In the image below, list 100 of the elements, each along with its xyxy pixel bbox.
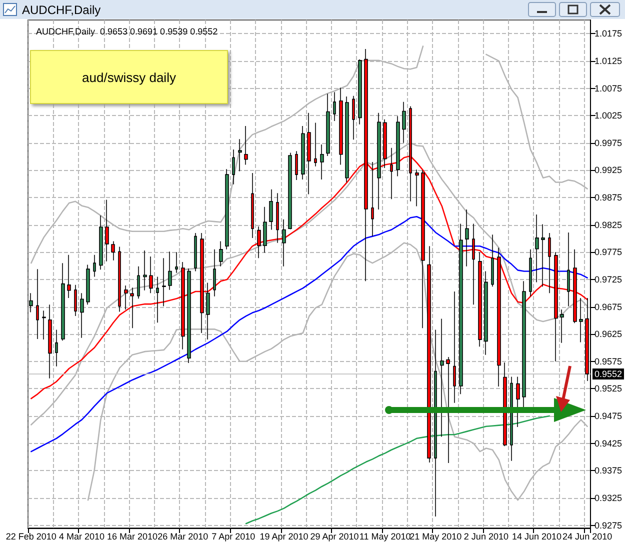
candlestick	[491, 234, 494, 287]
candlestick	[213, 249, 216, 297]
candlestick	[301, 126, 305, 180]
candlestick	[93, 254, 96, 278]
x-tick-label: 4 Mar 2010	[58, 532, 104, 542]
candlestick	[371, 162, 374, 237]
candlestick	[124, 285, 128, 310]
x-tick-label: 19 Apr 2010	[260, 532, 308, 542]
candlestick	[548, 232, 551, 294]
candlestick	[168, 251, 172, 290]
candlestick	[333, 92, 336, 122]
candlestick	[573, 249, 577, 324]
y-tick-label: 0.9525	[594, 384, 622, 394]
candlestick	[238, 138, 242, 172]
candlestick	[421, 170, 425, 328]
candlestick	[225, 168, 229, 250]
y-tick-label: 0.9825	[594, 220, 622, 230]
x-tick-label: 11 May 2010	[359, 532, 411, 542]
candlestick	[181, 262, 185, 350]
candlestick	[86, 264, 90, 305]
candlestick	[48, 304, 52, 379]
y-tick-label: 1.0125	[594, 56, 622, 66]
candlestick	[295, 150, 298, 180]
text: AUDCHF,Daily 0.9653 0.9691 0.9539 0.9552	[36, 26, 218, 36]
x-tick-label: 21 May 2010	[410, 532, 462, 542]
candlestick	[263, 206, 267, 254]
candlestick	[459, 223, 463, 395]
note-box: aud/swissy daily	[30, 50, 228, 104]
y-tick-label: 0.9925	[594, 165, 622, 176]
line-series	[30, 216, 588, 452]
candlestick	[446, 356, 450, 464]
y-tick-label: 0.9625	[594, 329, 622, 340]
candlestick	[529, 249, 532, 297]
candlestick	[516, 376, 520, 428]
candlestick	[219, 240, 223, 267]
candlestick	[307, 112, 311, 195]
candlestick	[339, 87, 343, 166]
candlestick	[560, 309, 564, 344]
candlestick	[567, 232, 570, 307]
candlestick	[472, 223, 475, 305]
candlestick	[162, 258, 166, 307]
x-tick-label: 14 Jun 2010	[512, 532, 562, 542]
candlestick	[206, 282, 210, 340]
candlestick	[99, 215, 103, 270]
candlestick	[130, 287, 134, 328]
candlestick	[396, 116, 400, 177]
candlestick	[36, 268, 39, 340]
y-tick-label: 0.9475	[594, 411, 622, 422]
candlestick	[522, 280, 526, 409]
y-tick-label: 0.9975	[594, 138, 622, 148]
candlestick	[143, 250, 147, 291]
y-tick-label: 1.0025	[594, 110, 622, 121]
candlestick	[80, 292, 84, 338]
candlestick	[579, 298, 583, 343]
y-tick-label: 0.9325	[594, 492, 622, 503]
candlestick	[232, 149, 235, 185]
candlestick	[440, 318, 444, 438]
candlestick	[535, 214, 539, 283]
candlestick	[149, 256, 153, 294]
candlestick	[326, 93, 330, 156]
ref-line-label: 0.9552	[594, 368, 622, 379]
candlestick	[402, 102, 406, 144]
candlestick	[510, 376, 513, 462]
candlestick	[345, 96, 349, 183]
candlestick	[288, 152, 292, 230]
x-tick-label: 24 Jun 2010	[562, 532, 612, 542]
candlestick	[61, 262, 65, 342]
x-tick-label: 16 Mar 2010	[107, 532, 158, 542]
y-tick-label: 1.0075	[594, 83, 622, 94]
candlestick	[111, 240, 115, 261]
y-tick-label: 0.9725	[594, 274, 622, 284]
candlestick	[187, 268, 191, 364]
candlestick	[541, 224, 545, 287]
candlestick	[118, 246, 121, 312]
y-tick-label: 0.9375	[594, 466, 622, 476]
y-tick-label: 0.9575	[594, 356, 622, 366]
candlestick	[42, 310, 46, 340]
candlestick	[194, 232, 197, 272]
candlestick	[497, 247, 501, 387]
candlestick	[175, 252, 178, 274]
candlestick	[314, 122, 317, 167]
x-tick-label: 2 Jun 2010	[464, 532, 508, 542]
candlestick	[276, 192, 279, 244]
candlestick	[320, 144, 324, 180]
candlestick	[415, 169, 419, 207]
candlestick	[352, 96, 355, 140]
candlestick	[358, 58, 362, 125]
candlestick	[200, 232, 204, 334]
candlestick	[377, 112, 381, 210]
candlestick	[137, 266, 140, 299]
candlestick	[29, 292, 33, 313]
x-tick-label: 22 Feb 2010	[6, 532, 56, 542]
y-tick-label: 0.9275	[594, 520, 622, 530]
candlestick	[244, 126, 248, 166]
y-tick-label: 0.9675	[594, 302, 622, 312]
chart-title: AUDCHF,Daily	[22, 3, 101, 17]
candlestick	[484, 270, 488, 356]
candlestick	[156, 276, 159, 324]
y-tick-label: 0.9875	[594, 192, 622, 203]
candlestick	[434, 329, 437, 517]
